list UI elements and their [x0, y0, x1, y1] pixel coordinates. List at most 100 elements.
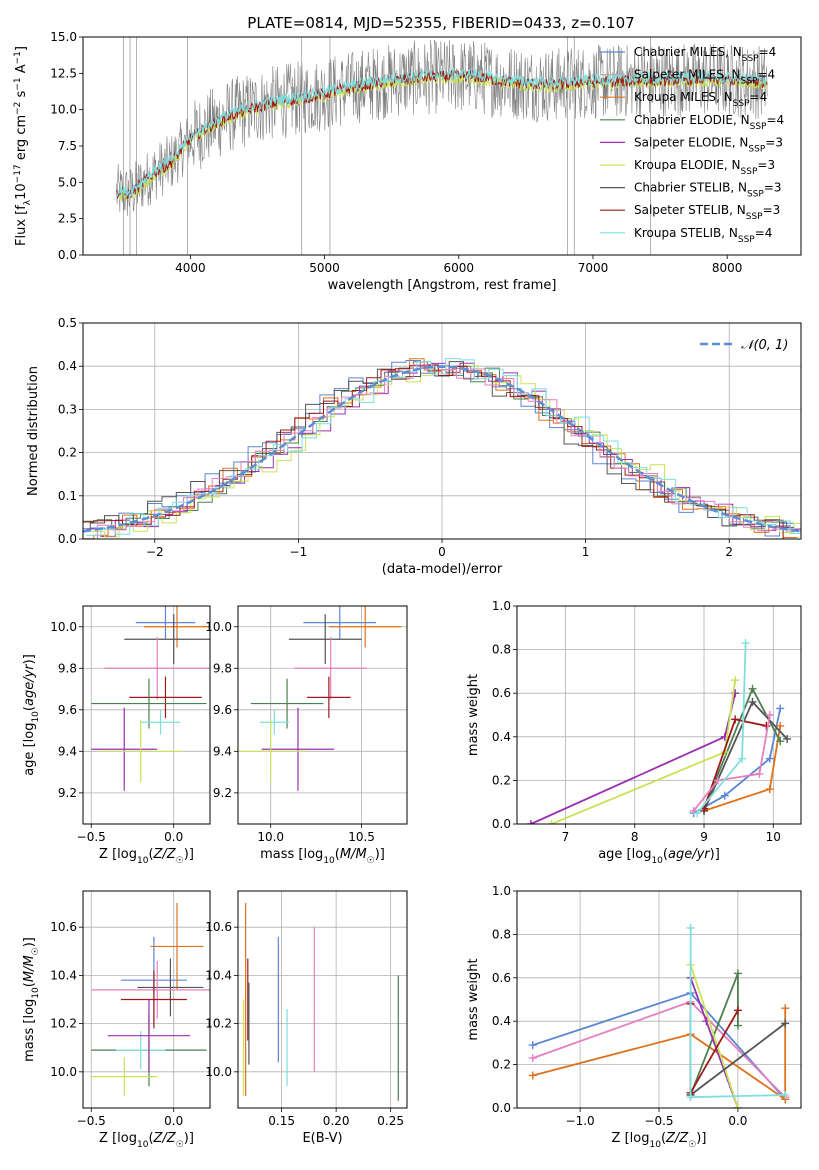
axes-frame	[516, 605, 802, 825]
legend-label-name: Chabrier STELIB, N	[634, 181, 747, 195]
x-axis-label: wavelength [Angstrom, rest frame]	[328, 278, 557, 293]
normal-distribution-curve	[83, 365, 801, 533]
x-axis-label-part: (	[148, 847, 153, 862]
mass-weight-marker-cyan	[741, 639, 750, 648]
y-axis-label-part: mass [log	[22, 999, 37, 1062]
y-axis-label: mass weight	[466, 674, 481, 756]
legend-label-sub: SSP	[748, 144, 765, 154]
x-axis-label-part: Z/Z	[153, 847, 177, 862]
axes-frame	[82, 36, 802, 256]
x-axis-label: Z [log10(Z/Z☉)]	[612, 1131, 707, 1150]
x-tick-label: 0.0	[728, 1114, 747, 1128]
mass-weight-marker-cyan	[686, 923, 695, 932]
y-tick-label: 10.6	[205, 920, 232, 934]
y-tick-label: 0.5	[58, 316, 77, 330]
y-axis-label-part: 10	[14, 183, 29, 200]
y-tick-label: 0.0	[492, 817, 511, 831]
x-axis-label-part: Z [log	[612, 1131, 650, 1146]
mass-weight-marker-cyan	[738, 754, 747, 763]
y-axis-label: Flux [fλ10−17 erg cm−2 s−1 A−1]	[13, 46, 33, 246]
x-axis-label-part: M/M	[340, 847, 367, 862]
x-axis-label-part: ☉	[176, 1140, 184, 1150]
y-tick-label: 7.5	[58, 139, 77, 153]
histogram-step-cyan	[86, 358, 801, 536]
y-axis-label-part: mass weight	[466, 958, 481, 1040]
y-tick-label: 0.2	[492, 1058, 511, 1072]
plot-area	[238, 606, 402, 791]
mass-weight-line-darkgray	[690, 1022, 786, 1096]
y-tick-label: 10.4	[205, 968, 232, 982]
mass-weight-marker-pink	[755, 769, 764, 778]
legend-label: Kroupa MILES, NSSP=4	[634, 90, 767, 109]
mass-weight-marker-orange	[781, 1004, 790, 1013]
x-axis-label-part: age [log	[598, 847, 651, 862]
panel-mass-vs-Z: −0.5 0.010.010.210.410.6Z [log10(Z/Z☉)]ma…	[22, 890, 211, 1150]
y-tick-label: 0.6	[492, 686, 511, 700]
mass-weight-marker-orange	[765, 785, 774, 794]
y-axis-label-part: (	[22, 982, 37, 987]
x-axis-label-part: 10	[137, 856, 149, 866]
y-tick-label: 9.2	[213, 786, 232, 800]
y-tick-label: 0.0	[58, 532, 77, 546]
mass-weight-marker-yellowgreen	[547, 820, 556, 824]
mass-weight-marker-darkred	[762, 721, 771, 730]
y-axis-label-part: age/yr	[22, 663, 37, 706]
x-axis-label-part: ☉	[367, 856, 375, 866]
y-tick-label: 12.5	[50, 66, 77, 80]
x-tick-label: 0.25	[377, 1114, 404, 1128]
x-axis-label-part: )]	[184, 1131, 194, 1146]
mass-weight-marker-darkred	[731, 715, 740, 724]
plot-area	[91, 606, 210, 791]
legend-label-sub: SSP	[742, 54, 759, 64]
panel-mass-vs-ebv: 0.15 0.20 0.25 10.0 10.2 10.4 10.6 E(B-V)	[205, 890, 408, 1146]
mass-weight-marker-pink	[713, 776, 722, 785]
mass-weight-marker-blue	[720, 791, 729, 800]
legend-label-sub: SSP	[741, 77, 758, 87]
y-axis-label-part: ☉	[31, 947, 41, 955]
legend-label: Chabrier MILES, NSSP=4	[634, 45, 776, 64]
y-axis-label-part: −1	[13, 51, 23, 64]
histogram-step-yellowgreen	[90, 365, 801, 538]
axes-frame	[82, 890, 211, 1109]
y-axis-label-part: M/M	[22, 955, 37, 982]
legend-label: Kroupa ELODIE, NSSP=3	[634, 158, 775, 177]
y-tick-label: 1.0	[492, 884, 511, 898]
x-axis-label-part: 10	[651, 856, 663, 866]
plot-area	[526, 639, 792, 824]
y-axis-label-part: 10	[31, 987, 41, 999]
y-axis-label-part: −1	[13, 77, 23, 90]
y-tick-label: 10.4	[50, 968, 77, 982]
legend-label: Salpeter ELODIE, NSSP=3	[634, 135, 783, 154]
mass-weight-marker-pink	[765, 711, 774, 719]
x-axis-label-part: wavelength [Angstrom, rest frame]	[328, 278, 557, 293]
mass-weight-marker-yellowgreen	[733, 1104, 742, 1108]
y-tick-label: 0.8	[492, 643, 511, 657]
mass-weight-line-yellowgreen	[689, 964, 739, 1108]
mass-weight-marker-darkgreen	[733, 969, 742, 978]
mass-weight-marker-darkgray	[783, 734, 792, 743]
x-axis-label: Z [log10(Z/Z☉)]	[99, 1131, 194, 1150]
legend-label-sub: SSP	[738, 235, 755, 245]
x-axis-label-part: (	[335, 847, 340, 862]
y-axis-label-part: −2	[13, 102, 23, 115]
legend-label-name: Salpeter MILES, N	[634, 68, 741, 82]
x-tick-label: 6000	[444, 261, 475, 275]
plot-area	[242, 903, 399, 1101]
x-axis-label: (data-model)/error	[382, 562, 503, 577]
grid	[517, 605, 801, 825]
mass-weight-marker-blue	[528, 1041, 537, 1050]
y-tick-label: 0.2	[492, 773, 511, 787]
x-axis-label-part: )]	[184, 847, 194, 862]
y-axis-label-part: A	[14, 64, 29, 77]
y-tick-label: 10.6	[50, 920, 77, 934]
y-tick-label: 9.4	[213, 744, 232, 758]
legend-label: Salpeter MILES, NSSP=4	[634, 68, 775, 87]
x-axis-label-part: 10	[137, 1140, 149, 1150]
mass-weight-marker-orange	[528, 1071, 537, 1080]
axes-frame	[237, 605, 408, 825]
y-axis-label-part: s	[14, 90, 29, 101]
legend-label-value: =4	[757, 68, 775, 82]
y-tick-label: 0.3	[58, 402, 77, 416]
panel-age-vs-mass: 10.0 10.5 9.2 9.4 9.6 9.8 10.0 mass [log10(M/M☉…	[205, 605, 408, 866]
plot-area	[528, 923, 790, 1108]
